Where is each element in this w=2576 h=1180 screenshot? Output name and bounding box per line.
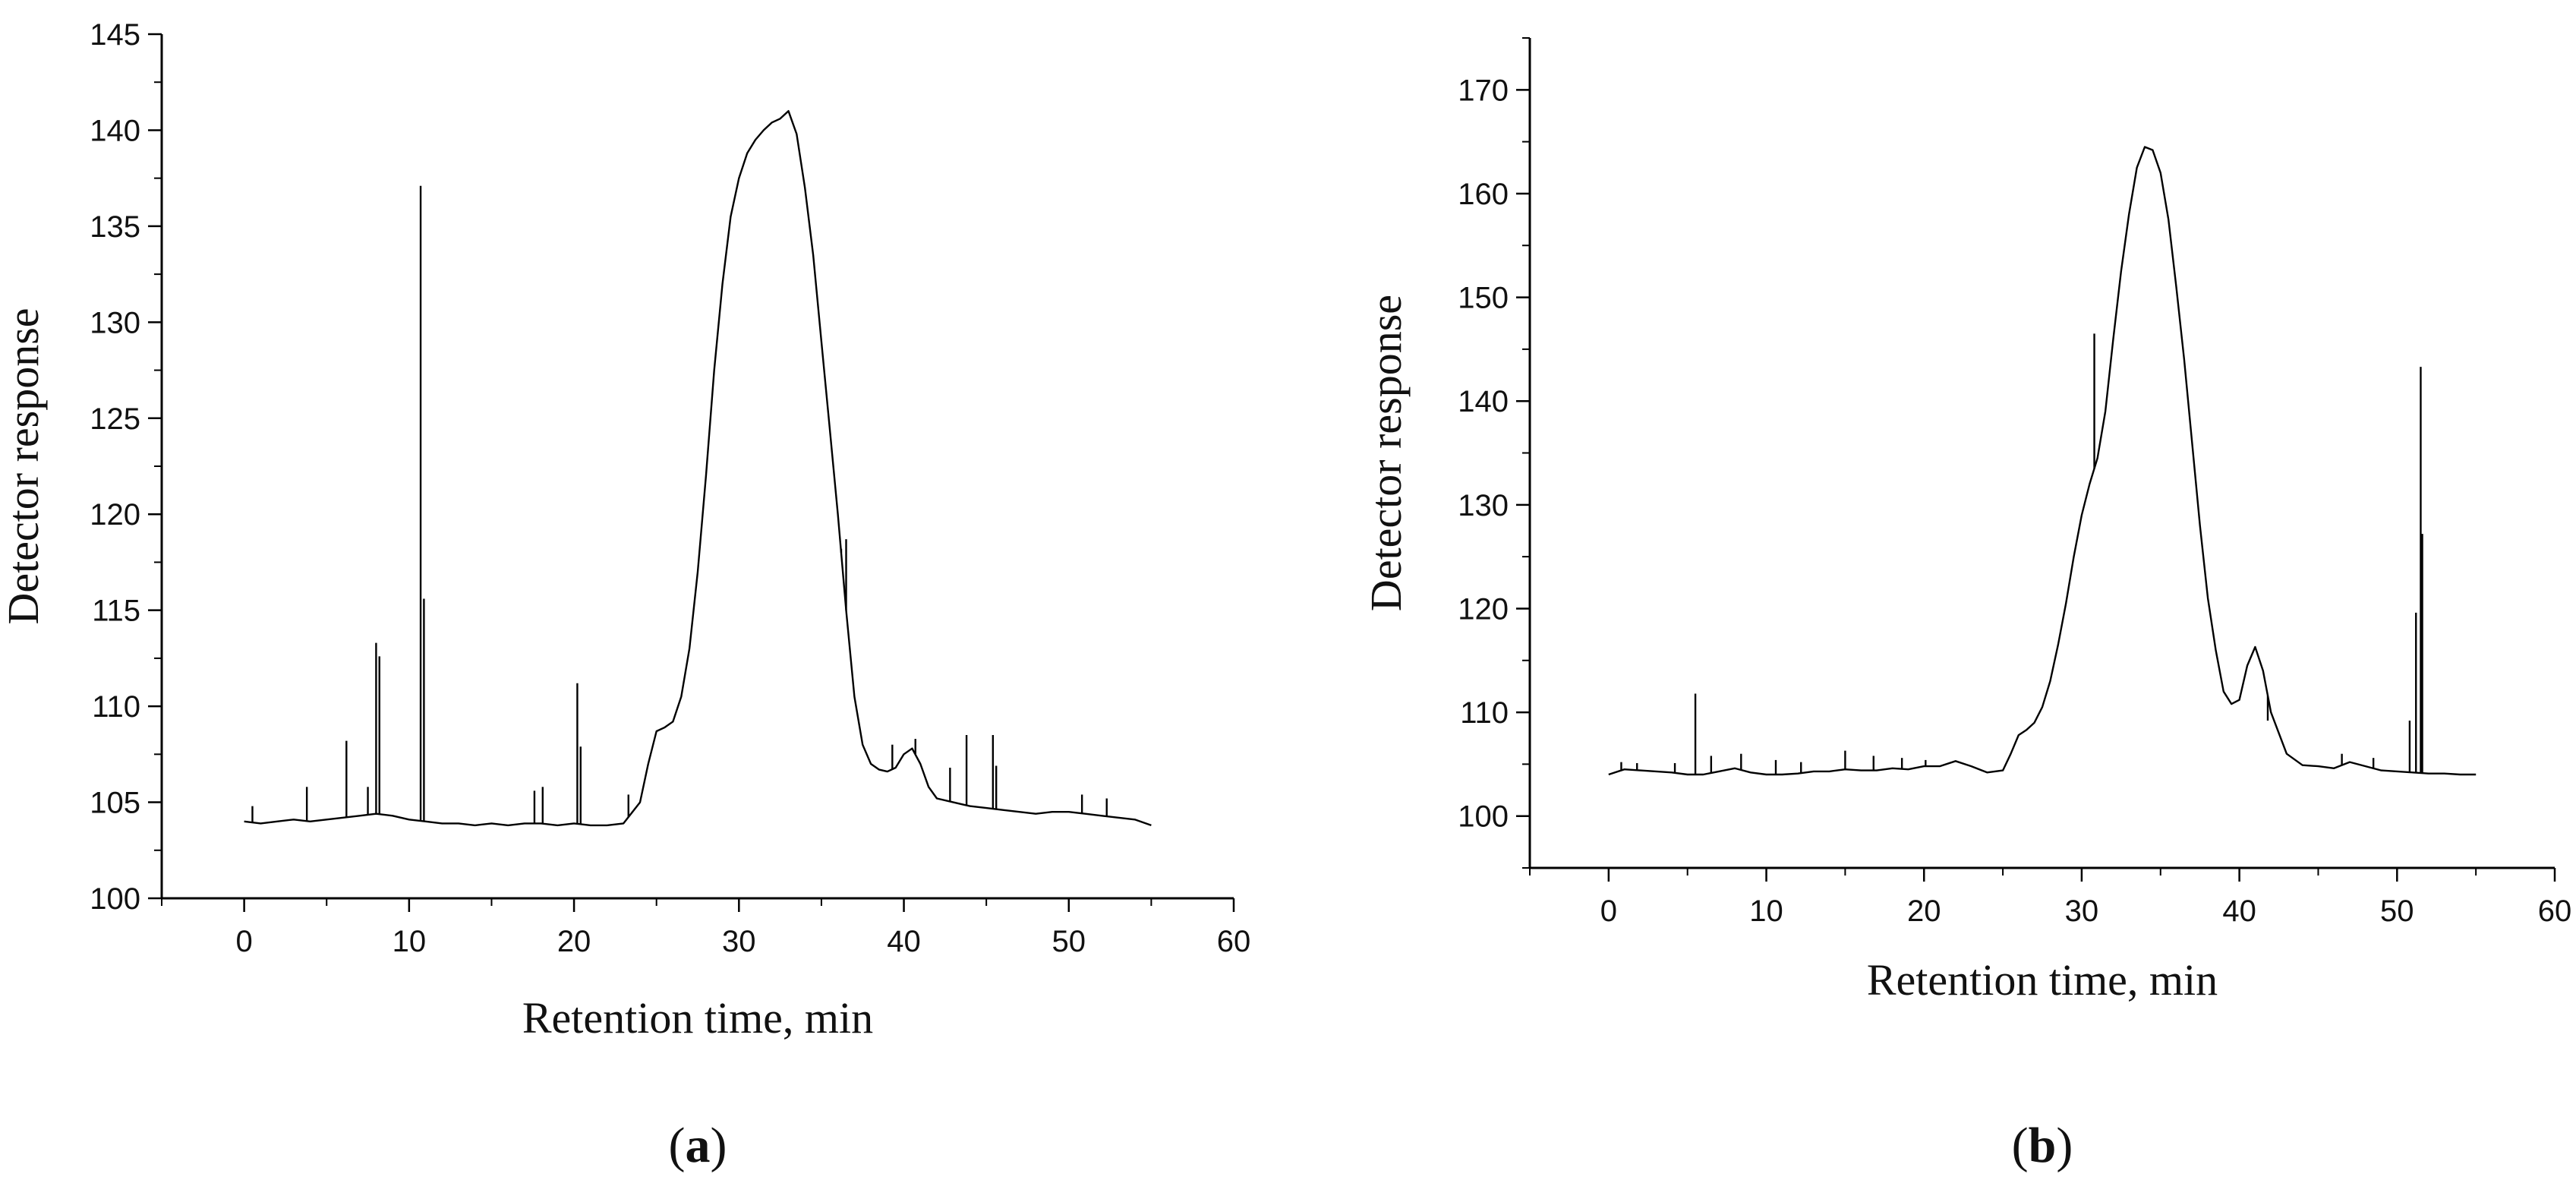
x-tick-label: 20 (557, 925, 591, 958)
y-tick-label: 120 (1458, 592, 1509, 626)
y-tick-label: 140 (90, 114, 140, 147)
chromatogram-trace-a (244, 110, 1152, 827)
x-tick-label: 10 (393, 925, 427, 958)
y-tick-label: 140 (1458, 385, 1509, 418)
x-tick-label: 30 (2065, 894, 2099, 928)
x-tick-label: 0 (1600, 894, 1617, 928)
y-tick-label: 145 (90, 18, 140, 52)
y-tick-label: 110 (1460, 696, 1509, 730)
x-tick-label: 60 (1217, 925, 1251, 958)
y-tick-label: 130 (1458, 489, 1509, 522)
y-tick-label: 100 (1458, 800, 1509, 834)
panel-label-b: (b) (2012, 1118, 2073, 1173)
chart-panel-a: 0 10 20 30 40 50 60 100 105 110 115 120 125 130 135 140… (0, 18, 1250, 1173)
chart-panel-b: 0 10 20 30 40 50 60 100 110 120 130 140 150 160 170 Ret… (1361, 37, 2572, 1173)
y-tick-label: 150 (1458, 282, 1509, 315)
panel-label-a: (a) (669, 1118, 727, 1173)
y-tick-label: 130 (90, 306, 140, 339)
x-tick-label: 0 (235, 925, 252, 958)
y-axis-title: Detector response (0, 308, 48, 624)
y-tick-label: 135 (90, 210, 140, 244)
chromatogram-trace-b (1608, 146, 2477, 776)
x-tick-label: 20 (1907, 894, 1941, 928)
y-tick-label: 110 (92, 690, 140, 724)
y-tick-label: 115 (92, 595, 140, 628)
x-tick-label: 60 (2538, 894, 2572, 928)
x-tick-label: 50 (2380, 894, 2414, 928)
x-axis-title: Retention time, min (1867, 955, 2218, 1005)
x-tick-label: 40 (2222, 894, 2256, 928)
y-tick-label: 160 (1458, 178, 1509, 211)
x-tick-label: 30 (722, 925, 756, 958)
y-tick-label: 170 (1458, 74, 1509, 107)
y-axis-title: Detector response (1361, 295, 1411, 611)
y-tick-label: 100 (90, 882, 140, 916)
y-tick-label: 120 (90, 498, 140, 532)
x-tick-label: 50 (1052, 925, 1086, 958)
y-tick-label: 105 (90, 787, 140, 820)
x-axis-title: Retention time, min (522, 993, 873, 1043)
x-tick-label: 10 (1749, 894, 1783, 928)
y-tick-label: 125 (90, 402, 140, 436)
x-tick-label: 40 (887, 925, 921, 958)
